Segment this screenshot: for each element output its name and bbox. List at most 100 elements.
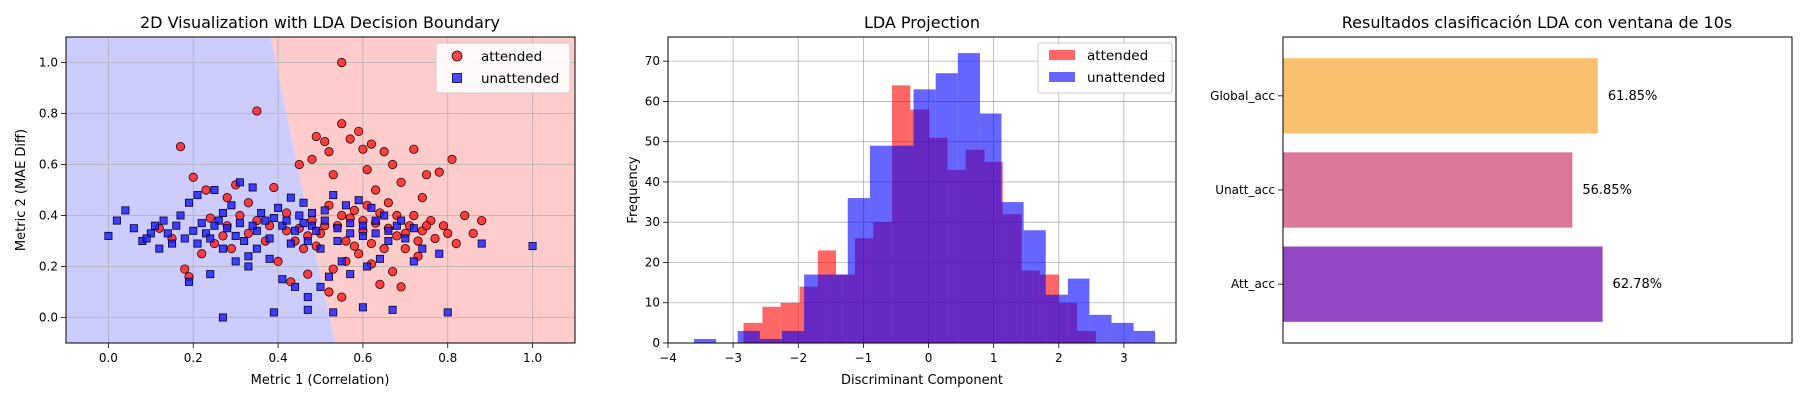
unattended-point	[477, 239, 486, 248]
attended-point	[438, 221, 449, 231]
scatter-y-tick-label: 0.4	[39, 209, 58, 223]
unattended-point	[274, 203, 283, 212]
legend-unattended-marker	[452, 73, 462, 83]
unattended-bin	[935, 73, 958, 343]
scatter-y-tick-label: 1.0	[39, 56, 58, 70]
attended-point	[388, 159, 398, 170]
histogram-x-ticks: −4 −3 −2 −1 0 1 2 3	[659, 343, 1128, 365]
unattended-point	[282, 216, 291, 225]
attended-point	[392, 231, 402, 241]
unattended-point	[121, 206, 130, 215]
unattended-point	[346, 219, 355, 228]
unattended-bin	[1111, 322, 1134, 343]
unattended-point	[312, 226, 321, 235]
unattended-point	[333, 224, 342, 233]
attended-point	[354, 249, 364, 259]
attended-point	[175, 142, 186, 152]
histogram-x-label: Discriminant Component	[841, 373, 1003, 388]
histogram-x-tick-label: 1	[990, 351, 998, 365]
histogram-legend-attended-label: attended	[1087, 48, 1148, 64]
unattended-point	[265, 234, 274, 243]
attended-point	[379, 244, 389, 254]
unattended-point	[303, 293, 312, 302]
unattended-point	[329, 191, 338, 200]
unattended-point	[240, 236, 249, 245]
unattended-point	[316, 282, 325, 291]
unattended-point	[227, 201, 236, 210]
unattended-point	[324, 272, 333, 281]
unattended-point	[371, 216, 380, 225]
attended-point	[409, 210, 419, 221]
scatter-y-label: Metric 2 (MAE Diff)	[14, 129, 29, 251]
unattended-point	[172, 221, 181, 230]
unattended-bin	[957, 53, 980, 343]
bar-title: Resultados clasificación LDA con ventana…	[1342, 13, 1733, 32]
histogram-bars	[694, 53, 1156, 343]
unattended-point	[180, 234, 189, 243]
scatter-title: 2D Visualization with LDA Decision Bound…	[140, 13, 500, 32]
attended-point	[307, 154, 317, 164]
attended-point	[417, 193, 427, 203]
scatter-y-tick-label: 0.0	[39, 311, 58, 325]
attended-point	[451, 238, 461, 249]
histogram-y-tick-label: 50	[645, 135, 660, 149]
attended-point	[413, 236, 423, 246]
attended-point	[252, 106, 262, 116]
attended-point	[273, 256, 283, 266]
histogram-panel: −4 −3 −2 −1 0 1 2 3 0 10 20 30 40 50 60 70 LDA Project…	[626, 13, 1177, 388]
unattended-point	[358, 303, 367, 312]
histogram-x-tick-label: −4	[659, 351, 677, 365]
unattended-point	[320, 206, 329, 215]
unattended-point	[320, 216, 329, 225]
unattended-point	[409, 257, 418, 266]
histogram-x-tick-label: −2	[789, 351, 807, 365]
attended-point	[337, 57, 347, 68]
unattended-point	[316, 244, 325, 253]
attended-point	[375, 279, 385, 289]
scatter-grid	[66, 37, 575, 343]
unattended-point	[291, 226, 300, 235]
unattended-point	[299, 198, 308, 207]
unattended-point	[214, 216, 223, 225]
unattended-bin	[1133, 330, 1156, 343]
unattended-point	[176, 211, 185, 220]
attended-point	[421, 221, 432, 231]
unattended-point	[286, 239, 295, 248]
attended-point	[243, 228, 253, 238]
unattended-bin	[892, 145, 914, 343]
legend-attended-marker	[451, 50, 463, 62]
unattended-point	[193, 239, 202, 248]
bar-value-label: 61.85%	[1608, 89, 1658, 104]
histogram-y-tick-label: 70	[645, 54, 660, 68]
unattended-point	[392, 221, 401, 230]
histogram-x-tick-label: 3	[1120, 351, 1128, 365]
unattended-point	[308, 208, 317, 217]
unattended-bin	[1001, 202, 1024, 343]
unattended-bin	[847, 198, 870, 343]
unattended-point	[346, 270, 355, 279]
unattended-bin	[913, 89, 936, 343]
unattended-point	[295, 211, 304, 220]
unattended-point	[244, 252, 253, 261]
histogram-legend: attended unattended	[1037, 42, 1173, 94]
unattended-point	[231, 257, 240, 266]
bar-global-acc	[1283, 58, 1598, 134]
unattended-point	[384, 236, 393, 245]
legend-attended-swatch	[1049, 50, 1075, 60]
unattended-point	[206, 270, 215, 279]
unattended-point	[206, 234, 215, 243]
histogram-y-tick-label: 20	[645, 255, 660, 269]
unattended-point	[388, 305, 397, 314]
attended-point	[349, 241, 360, 251]
attended-point	[269, 182, 279, 193]
unattended-bin	[737, 330, 760, 343]
bar-unatt-acc	[1283, 152, 1573, 228]
scatter-x-tick-label: 0.4	[269, 351, 288, 365]
histogram-y-tick-label: 10	[645, 296, 660, 310]
unattended-point	[286, 193, 295, 202]
bar-att-acc	[1283, 246, 1603, 322]
unattended-point	[367, 203, 376, 212]
scatter-y-tick-label: 0.6	[39, 158, 58, 172]
attended-point	[201, 185, 211, 195]
